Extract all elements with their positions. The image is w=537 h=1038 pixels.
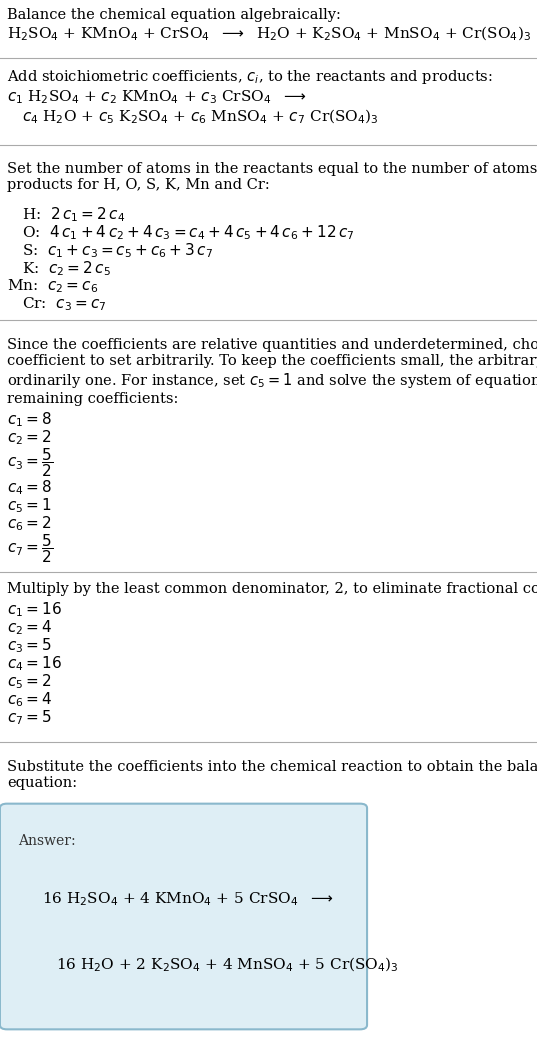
Text: K:  $c_2 = 2\,c_5$: K: $c_2 = 2\,c_5$ bbox=[22, 260, 111, 278]
Text: Since the coefficients are relative quantities and underdetermined, choose a
coe: Since the coefficients are relative quan… bbox=[7, 338, 537, 406]
Text: $c_3 = \dfrac{5}{2}$: $c_3 = \dfrac{5}{2}$ bbox=[7, 446, 53, 479]
Text: $c_3 = 5$: $c_3 = 5$ bbox=[7, 636, 52, 655]
Text: $c_4$ H$_2$O + $c_5$ K$_2$SO$_4$ + $c_6$ MnSO$_4$ + $c_7$ Cr(SO$_4$)$_3$: $c_4$ H$_2$O + $c_5$ K$_2$SO$_4$ + $c_6$… bbox=[22, 108, 379, 127]
Text: $c_7 = \dfrac{5}{2}$: $c_7 = \dfrac{5}{2}$ bbox=[7, 532, 53, 565]
FancyBboxPatch shape bbox=[0, 803, 367, 1030]
Text: 16 H$_2$O + 2 K$_2$SO$_4$ + 4 MnSO$_4$ + 5 Cr(SO$_4$)$_3$: 16 H$_2$O + 2 K$_2$SO$_4$ + 4 MnSO$_4$ +… bbox=[56, 956, 399, 974]
Text: Multiply by the least common denominator, 2, to eliminate fractional coefficient: Multiply by the least common denominator… bbox=[7, 582, 537, 596]
Text: $c_6 = 4$: $c_6 = 4$ bbox=[7, 690, 52, 709]
Text: $c_2 = 2$: $c_2 = 2$ bbox=[7, 428, 52, 446]
Text: H$_2$SO$_4$ + KMnO$_4$ + CrSO$_4$  $\longrightarrow$  H$_2$O + K$_2$SO$_4$ + MnS: H$_2$SO$_4$ + KMnO$_4$ + CrSO$_4$ $\long… bbox=[7, 25, 531, 44]
Text: Answer:: Answer: bbox=[18, 835, 75, 848]
Text: Set the number of atoms in the reactants equal to the number of atoms in the
pro: Set the number of atoms in the reactants… bbox=[7, 162, 537, 192]
Text: $c_1 = 16$: $c_1 = 16$ bbox=[7, 600, 62, 619]
Text: Add stoichiometric coefficients, $c_i$, to the reactants and products:: Add stoichiometric coefficients, $c_i$, … bbox=[7, 69, 493, 86]
Text: $c_4 = 8$: $c_4 = 8$ bbox=[7, 479, 52, 497]
Text: $c_6 = 2$: $c_6 = 2$ bbox=[7, 514, 52, 532]
Text: $c_1 = 8$: $c_1 = 8$ bbox=[7, 410, 52, 429]
Text: $c_1$ H$_2$SO$_4$ + $c_2$ KMnO$_4$ + $c_3$ CrSO$_4$  $\longrightarrow$: $c_1$ H$_2$SO$_4$ + $c_2$ KMnO$_4$ + $c_… bbox=[7, 88, 306, 106]
Text: $c_4 = 16$: $c_4 = 16$ bbox=[7, 654, 62, 673]
Text: S:  $c_1 + c_3 = c_5 + c_6 + 3\,c_7$: S: $c_1 + c_3 = c_5 + c_6 + 3\,c_7$ bbox=[22, 241, 213, 260]
Text: $c_7 = 5$: $c_7 = 5$ bbox=[7, 708, 52, 727]
Text: $c_2 = 4$: $c_2 = 4$ bbox=[7, 618, 52, 636]
Text: Substitute the coefficients into the chemical reaction to obtain the balanced
eq: Substitute the coefficients into the che… bbox=[7, 760, 537, 790]
Text: 16 H$_2$SO$_4$ + 4 KMnO$_4$ + 5 CrSO$_4$  $\longrightarrow$: 16 H$_2$SO$_4$ + 4 KMnO$_4$ + 5 CrSO$_4$… bbox=[42, 891, 333, 908]
Text: $c_5 = 1$: $c_5 = 1$ bbox=[7, 496, 52, 515]
Text: O:  $4\,c_1 + 4\,c_2 + 4\,c_3 = c_4 + 4\,c_5 + 4\,c_6 + 12\,c_7$: O: $4\,c_1 + 4\,c_2 + 4\,c_3 = c_4 + 4\,… bbox=[22, 223, 354, 242]
Text: Mn:  $c_2 = c_6$: Mn: $c_2 = c_6$ bbox=[7, 277, 98, 295]
Text: Balance the chemical equation algebraically:: Balance the chemical equation algebraica… bbox=[7, 8, 341, 22]
Text: H:  $2\,c_1 = 2\,c_4$: H: $2\,c_1 = 2\,c_4$ bbox=[22, 204, 125, 224]
Text: Cr:  $c_3 = c_7$: Cr: $c_3 = c_7$ bbox=[22, 295, 106, 312]
Text: $c_5 = 2$: $c_5 = 2$ bbox=[7, 672, 52, 690]
